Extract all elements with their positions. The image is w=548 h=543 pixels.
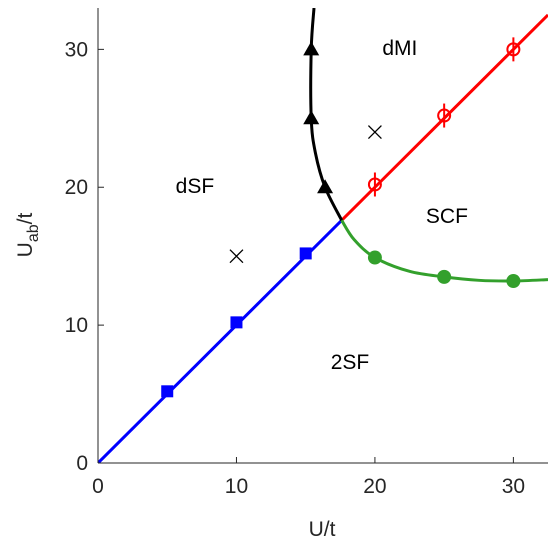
y-tick-label-4: 30 xyxy=(65,38,88,61)
blue-series-point-1 xyxy=(161,385,174,398)
cross-marker-1 xyxy=(229,249,244,264)
green-series-point-1 xyxy=(367,250,382,265)
red-series-point-2 xyxy=(437,103,452,128)
x-tick-label-1: 0 xyxy=(92,475,104,498)
x-axis-label: U/t xyxy=(309,518,336,541)
red-series-point-3 xyxy=(506,37,521,62)
y-axis-label: Uab/t xyxy=(14,213,42,258)
cross-marker-2 xyxy=(367,125,382,140)
chart-text: 0 10 20 30 0 10 20 30 dMI dSF SCF 2SF xyxy=(65,37,525,498)
region-label-scf: SCF xyxy=(426,205,468,228)
blue-series-point-2 xyxy=(230,316,243,329)
blue-series-line xyxy=(98,219,343,463)
green-series-point-3 xyxy=(506,274,521,288)
black-series-point-1 xyxy=(303,41,320,56)
region-label-dsf: dSF xyxy=(176,175,215,198)
region-label-2sf: 2SF xyxy=(331,351,370,374)
black-series-point-2 xyxy=(303,110,320,125)
region-label-dmi: dMI xyxy=(382,37,417,60)
black-series-point-3 xyxy=(317,179,334,194)
y-tick-label-3: 20 xyxy=(65,176,88,199)
x-tick-label-4: 30 xyxy=(502,475,525,498)
axes xyxy=(97,8,548,464)
green-series-point-2 xyxy=(437,269,452,284)
blue-series-point-3 xyxy=(299,247,312,260)
y-tick-label-1: 0 xyxy=(76,452,88,475)
x-tick-label-2: 10 xyxy=(225,475,248,498)
y-tick-label-2: 10 xyxy=(65,314,88,337)
red-series-point-1 xyxy=(367,172,382,197)
x-tick-label-3: 20 xyxy=(363,475,386,498)
series-markers xyxy=(161,37,521,398)
